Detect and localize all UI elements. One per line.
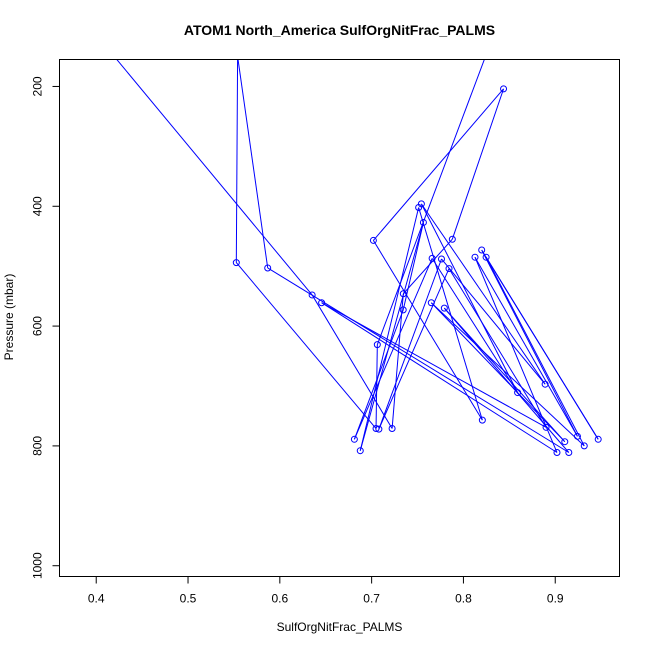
series-line-segment [235,59,239,263]
data-point [375,425,383,433]
y-axis-label: Pressure (mbar) [2,274,16,361]
data-point [437,255,445,263]
x-tick-label: 0.5 [180,592,197,606]
data-point [399,290,407,298]
series-line-segment [116,59,313,296]
data-point [356,447,364,455]
y-tick-label: 600 [31,316,45,336]
series-line-segment [430,302,566,443]
plot-area [59,59,620,577]
data-point [445,265,453,273]
data-point [232,259,240,267]
series-line-segment [485,256,585,447]
data-point [399,306,407,314]
series-lines [116,59,599,453]
data-point [482,253,490,261]
series-line-segment [237,59,269,269]
series-line-segment [359,222,424,451]
data-point [372,425,380,433]
series-line-segment [451,88,505,240]
data-point [440,304,448,312]
data-point [541,380,549,388]
series-line-segment [481,249,578,437]
data-point [308,291,316,299]
series-line-segment [448,268,547,428]
data-point [478,246,486,254]
x-axis-label: SulfOrgNitFrac_PALMS [277,620,403,634]
y-tick-label: 800 [31,436,45,456]
series-line-segment [311,294,393,429]
data-point [580,442,588,450]
x-tick-label: 0.7 [363,592,380,606]
series-line-segment [353,309,404,440]
x-tick-label: 0.6 [271,592,288,606]
data-point [561,438,569,446]
y-axis: 200 400 600 800 1000 [31,76,60,579]
data-point [427,299,435,307]
data-point [594,435,602,443]
series-line-segment [485,256,599,440]
data-point [264,264,272,272]
series-points [232,85,602,456]
data-point [350,435,358,443]
series-line-segment [443,307,570,453]
data-point [565,448,573,456]
series-line-segment [474,256,578,437]
series-line-segment [420,203,546,385]
data-point [553,448,561,456]
series-line-segment [321,302,558,453]
data-point [448,235,456,243]
data-point [373,341,381,349]
x-tick-label: 0.8 [455,592,472,606]
series-line-segment [443,307,566,443]
y-tick-label: 1000 [31,552,45,579]
y-tick-label: 200 [31,76,45,96]
chart-title: ATOM1 North_America SulfOrgNitFrac_PALMS [184,22,495,38]
series-line-segment [378,258,442,430]
series-line-segment [373,88,504,241]
series-line-segment [391,293,404,429]
x-axis: 0.4 0.5 0.6 0.7 0.8 0.9 [88,576,564,606]
data-point [369,236,377,244]
series-line-segment [267,267,570,453]
series-line-segment [441,258,546,385]
data-point [573,432,581,440]
data-point [388,425,396,433]
series-line-segment [372,240,483,421]
series-line-segment [359,207,420,451]
series-line-segment [375,344,378,429]
series-line-segment [378,268,450,430]
y-tick-label: 400 [31,196,45,216]
series-line-segment [418,207,483,421]
data-point [318,299,326,307]
series-line-segment [430,302,585,447]
series-line-segment [376,59,485,345]
series-line-segment [235,262,377,429]
data-point [478,416,486,424]
data-point [419,218,427,226]
data-point [417,200,425,208]
data-point [500,85,508,93]
data-point [428,254,436,262]
series-line-segment [420,203,519,393]
data-point [471,253,479,261]
series-line-segment [402,222,424,311]
x-tick-label: 0.4 [88,592,105,606]
data-point [514,389,522,397]
data-point [542,423,550,431]
x-tick-label: 0.9 [547,592,564,606]
